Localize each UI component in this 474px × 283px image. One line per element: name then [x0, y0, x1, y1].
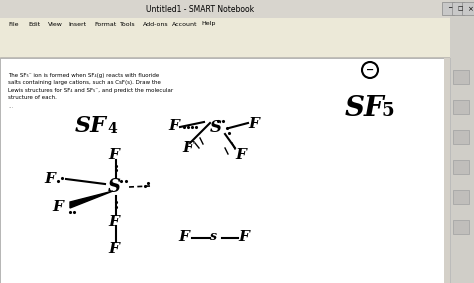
Text: 5: 5 — [382, 102, 395, 120]
Text: F: F — [44, 172, 55, 186]
Text: Format: Format — [94, 22, 116, 27]
Text: −: − — [366, 65, 374, 75]
Text: F: F — [108, 215, 119, 229]
Bar — [0, 18, 474, 30]
Text: File: File — [8, 22, 18, 27]
Text: S: S — [108, 178, 121, 196]
Bar — [0, 30, 474, 58]
Text: F: F — [168, 119, 179, 133]
Bar — [0, 58, 450, 283]
Bar — [450, 0, 474, 283]
Text: SF: SF — [345, 95, 385, 122]
Text: s: s — [210, 230, 217, 243]
Text: □: □ — [457, 7, 463, 12]
Bar — [442, 2, 454, 15]
Bar — [453, 190, 469, 204]
Text: F: F — [238, 230, 249, 244]
Text: F: F — [52, 200, 63, 214]
Text: S: S — [210, 119, 222, 136]
Text: F: F — [248, 117, 259, 131]
Bar — [453, 160, 469, 174]
Text: Account: Account — [172, 22, 198, 27]
Text: ─: ─ — [448, 7, 452, 12]
Text: ×: × — [467, 6, 473, 12]
Text: F: F — [108, 148, 119, 162]
Text: Help: Help — [201, 22, 215, 27]
Text: ...: ... — [8, 104, 13, 109]
Text: F: F — [235, 148, 246, 162]
Bar — [444, 58, 450, 283]
Bar — [0, 0, 474, 18]
Text: View: View — [48, 22, 63, 27]
Text: 4: 4 — [107, 122, 117, 136]
Bar — [453, 100, 469, 114]
Text: Tools: Tools — [120, 22, 136, 27]
Text: F: F — [108, 242, 119, 256]
Text: SF: SF — [75, 115, 107, 137]
Text: F: F — [182, 141, 193, 155]
Text: The SF₅⁻ ion is formed when SF₄(g) reacts with fluoride
salts containing large c: The SF₅⁻ ion is formed when SF₄(g) react… — [8, 73, 173, 100]
Text: Add-ons: Add-ons — [143, 22, 169, 27]
Bar — [453, 220, 469, 234]
Bar — [453, 130, 469, 144]
Text: Edit: Edit — [28, 22, 40, 27]
Text: F: F — [178, 230, 189, 244]
Bar — [453, 70, 469, 84]
Bar — [462, 2, 474, 15]
Text: Untitled1 - SMART Notebook: Untitled1 - SMART Notebook — [146, 5, 254, 14]
Bar — [452, 2, 464, 15]
Polygon shape — [70, 191, 113, 208]
Text: Insert: Insert — [68, 22, 86, 27]
